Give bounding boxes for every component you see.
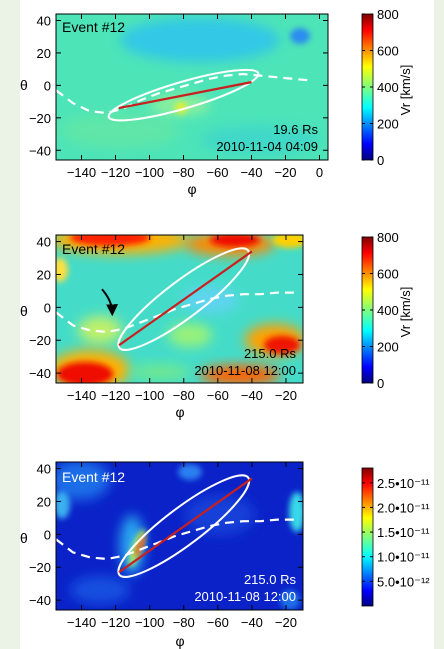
x-tick-label: −100 (135, 388, 164, 403)
colorbar-tick-label: 600 (377, 267, 399, 282)
x-tick-label: −40 (241, 388, 263, 403)
colorbar-ticks-2: 800 600 400 200 0 (362, 230, 399, 391)
time-label-3: 2010-11-08 12:00 (194, 589, 296, 604)
colorbar-label-2: Vr [km/s] (398, 287, 413, 338)
y-tick-label: 0 (44, 527, 51, 542)
colorbar-tick-label: 2.5•10⁻¹¹ (377, 476, 430, 491)
y-tick-label: 20 (37, 494, 51, 509)
x-tick-label: −120 (101, 165, 130, 180)
x-tick-label: −40 (240, 165, 262, 180)
colorbar-tick-label: 0 (377, 153, 384, 168)
x-tick-label: −80 (172, 165, 194, 180)
colorbar-tick-label: 1.5•10⁻¹¹ (377, 525, 430, 540)
y-tick-label: 0 (44, 78, 51, 93)
cme-axis-line-3 (118, 477, 253, 574)
event-title-3: Event #12 (62, 469, 125, 485)
event-title-1: Event #12 (62, 19, 125, 35)
panel-3: −140 −120 −100 −80 −60 −40 −20 40 20 0 −20 −40 Even… (20, 461, 430, 649)
axis-ticks-1: −140 −120 −100 −80 −60 −40 −20 0 40 20 0 −20 −40 (29, 13, 328, 180)
colorbar-tick-label: 0 (377, 376, 384, 391)
x-tick-label: −80 (173, 615, 195, 630)
y-tick-label: 20 (37, 267, 51, 282)
colorbar-tick-label: 400 (377, 303, 399, 318)
x-tick-label: −100 (135, 615, 164, 630)
colorbar-3 (361, 467, 374, 607)
axis-ticks-2: −140 −120 −100 −80 −60 −40 −20 40 20 0 −20 −40 (29, 235, 303, 403)
cme-ellipse-1 (107, 68, 260, 122)
y-tick-label: 20 (37, 46, 51, 61)
flow-arrow (101, 288, 119, 317)
y-tick-label: −20 (29, 111, 51, 126)
event-title-2: Event #12 (62, 241, 125, 257)
plot-frame-2 (55, 234, 304, 384)
x-tick-label: −140 (67, 388, 96, 403)
distance-label-1: 19.6 Rs (273, 122, 318, 137)
current-sheet-line-3 (56, 518, 295, 561)
y-tick-label: 40 (37, 235, 51, 250)
x-tick-label: −60 (206, 165, 228, 180)
colorbar-tick-label: 800 (377, 230, 399, 245)
y-tick-label: 0 (44, 300, 51, 315)
y-tick-label: −40 (29, 143, 51, 158)
heatmap-1 (56, 14, 328, 160)
plot-frame-1 (55, 13, 329, 161)
x-tick-label: −120 (101, 615, 130, 630)
plot-frame-3 (55, 461, 304, 611)
heatmap-2 (56, 235, 303, 383)
colorbar-tick-label: 5.0•10⁻¹² (377, 574, 430, 589)
x-tick-label: −80 (173, 388, 195, 403)
y-tick-label: −20 (29, 333, 51, 348)
colorbar-tick-label: 1.0•10⁻¹¹ (377, 550, 430, 565)
x-tick-label: −20 (275, 388, 297, 403)
x-tick-label: −140 (67, 615, 96, 630)
y-tick-label: 40 (37, 462, 51, 477)
colorbar-tick-label: 600 (377, 44, 399, 59)
cme-axis-line-1 (118, 81, 252, 110)
colorbar-ticks-3: 2.5•10⁻¹¹ 2.0•10⁻¹¹ 1.5•10⁻¹¹ 1.0•10⁻¹¹ 5.0•… (362, 476, 430, 589)
current-sheet-line-2 (56, 291, 295, 334)
current-sheet-line-1 (56, 72, 312, 115)
colorbar-tick-label: 2.0•10⁻¹¹ (377, 500, 430, 515)
x-tick-label: −20 (274, 165, 296, 180)
x-axis-label-1: φ (187, 181, 196, 197)
distance-label-2: 215.0 Rs (244, 346, 297, 361)
colorbar-tick-label: 200 (377, 340, 399, 355)
x-tick-label: −20 (275, 615, 297, 630)
distance-label-3: 215.0 Rs (244, 572, 297, 587)
y-tick-label: −40 (29, 593, 51, 608)
y-tick-label: 40 (37, 13, 51, 28)
colorbar-tick-label: 400 (377, 80, 399, 95)
x-tick-label: −140 (67, 165, 96, 180)
y-axis-label-2: θ (20, 303, 28, 319)
colorbar-tick-label: 800 (377, 7, 399, 22)
x-tick-label: −120 (101, 388, 130, 403)
cme-ellipse-3 (117, 474, 251, 578)
x-tick-label: −100 (135, 165, 164, 180)
x-tick-label: −40 (241, 615, 263, 630)
x-tick-label: −60 (207, 615, 229, 630)
x-tick-label: −60 (207, 388, 229, 403)
y-axis-label-3: θ (20, 530, 28, 546)
axis-ticks-3: −140 −120 −100 −80 −60 −40 −20 40 20 0 −20 −40 (29, 462, 303, 630)
colorbar-ticks-1: 800 600 400 200 0 (362, 7, 399, 168)
time-label-1: 2010-11-04 04:09 (216, 139, 318, 154)
time-label-2: 2010-11-08 12:00 (194, 363, 296, 378)
x-tick-label: 0 (316, 165, 323, 180)
cme-ellipse-2 (117, 247, 251, 351)
x-axis-label-2: φ (175, 404, 184, 420)
cme-axis-line-2 (118, 250, 253, 347)
y-tick-label: −20 (29, 560, 51, 575)
colorbar-label-1: Vr [km/s] (398, 65, 413, 116)
x-axis-label-3: φ (175, 633, 184, 649)
y-axis-label-1: θ (20, 77, 28, 93)
colorbar-tick-label: 200 (377, 117, 399, 132)
y-tick-label: −40 (29, 366, 51, 381)
